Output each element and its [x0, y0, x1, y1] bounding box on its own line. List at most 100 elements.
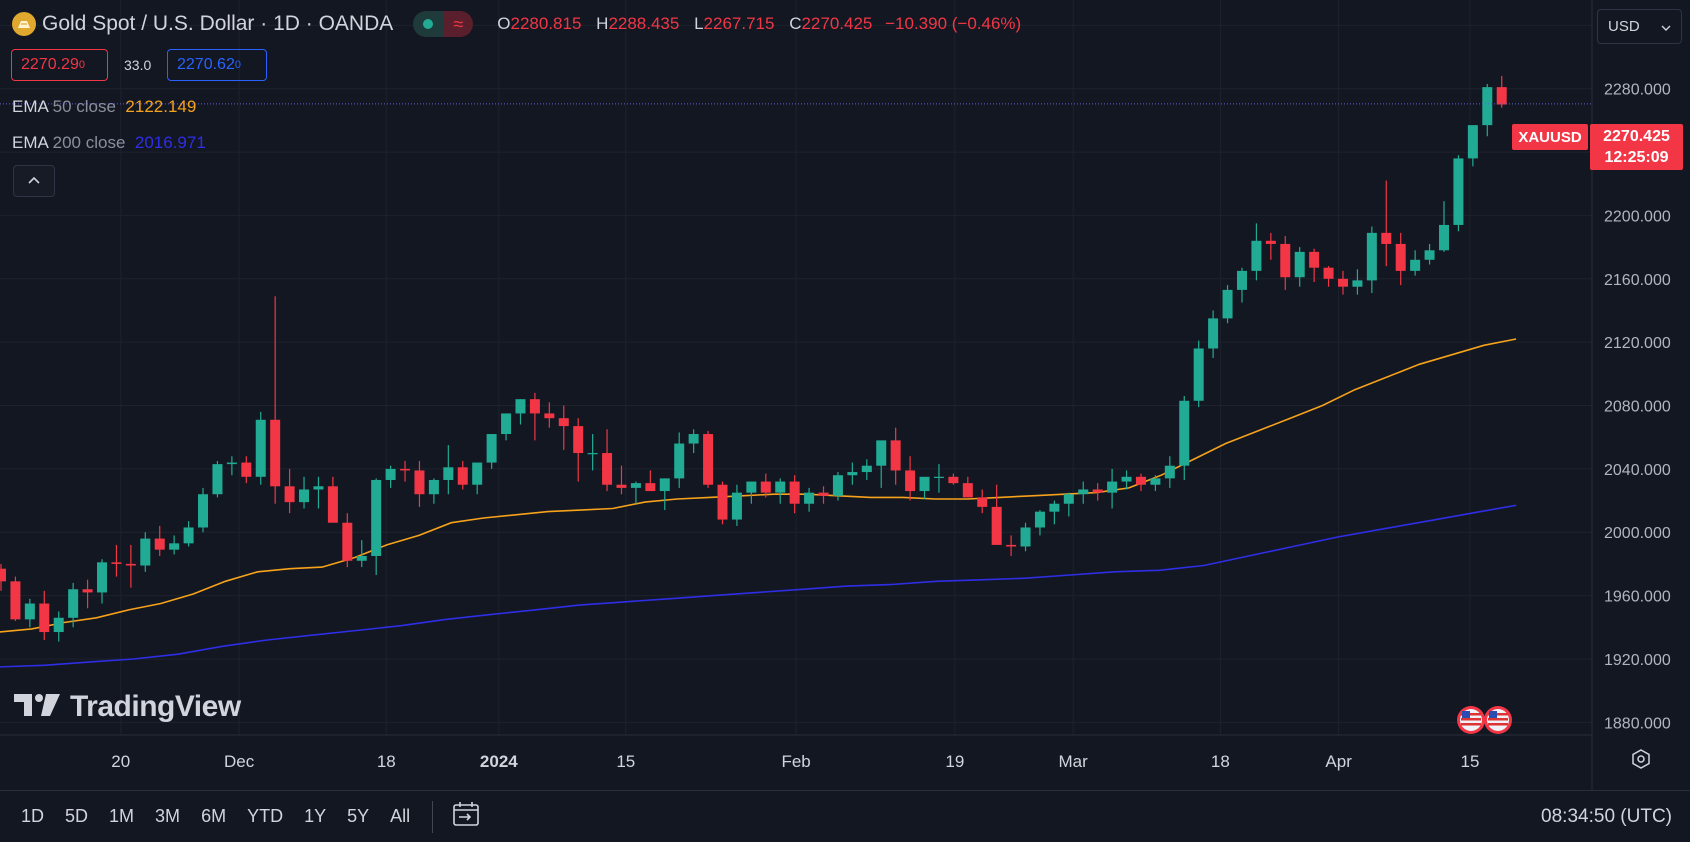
candle-up	[919, 476, 930, 499]
utc-clock[interactable]: 08:34:50 (UTC)	[1541, 805, 1672, 827]
timeframe-5d-button[interactable]: 5D	[65, 806, 89, 826]
timeframe-1m-button[interactable]: 1M	[109, 806, 135, 826]
price-chart[interactable]: 2320.0002280.0002240.0002200.0002160.000…	[0, 0, 1690, 790]
candle-body	[1337, 278, 1348, 287]
candle-body	[1107, 481, 1118, 493]
candle-body	[515, 399, 526, 414]
candle-up	[198, 487, 209, 533]
chevron-up-icon	[27, 172, 41, 190]
candle-body	[1395, 243, 1406, 271]
candle-up	[1034, 510, 1045, 536]
candle-body	[241, 462, 252, 477]
candle-body	[226, 462, 237, 465]
high-value: 2288.435	[608, 14, 680, 33]
candle-body	[804, 492, 815, 504]
candle-up	[356, 540, 367, 568]
ema-50-line	[0, 338, 1517, 633]
ema-50-legend[interactable]: EMA 50 close 2122.149	[12, 97, 197, 116]
candle-up	[1424, 243, 1435, 265]
candle-up	[1439, 201, 1449, 252]
candle-up	[847, 462, 858, 485]
candle-body	[414, 470, 425, 495]
candle-up	[630, 481, 641, 504]
candle-body	[746, 481, 757, 493]
candle-body	[342, 522, 353, 561]
price-tick-label: 2000.000	[1604, 525, 1671, 542]
symbol-title[interactable]: Gold Spot / U.S. Dollar · 1D · OANDA	[42, 12, 394, 35]
timeframe-3m-button[interactable]: 3M	[155, 806, 181, 826]
timeframe-1y-button[interactable]: 1Y	[304, 806, 327, 826]
currency-select[interactable]: USD	[1597, 9, 1682, 44]
us-flag-event-icon[interactable]	[1457, 706, 1485, 734]
candle-up	[1150, 475, 1161, 492]
candle-up	[501, 413, 512, 441]
market-status-pill[interactable]: ≈	[413, 11, 474, 37]
candle-body	[905, 470, 916, 492]
candle-up	[731, 484, 742, 526]
candle-body	[284, 486, 295, 503]
candle-down	[645, 470, 656, 492]
time-axis[interactable]: 20 Dec 18 2024 15 Feb 19 Mar 18 Apr 15	[0, 734, 1592, 771]
close-value: 2270.425	[801, 14, 873, 33]
candle-up	[97, 559, 108, 604]
price-axis[interactable]: 2320.0002280.0002240.0002200.0002160.000…	[1591, 0, 1671, 790]
buy-button[interactable]: 2270.62 0	[167, 49, 267, 81]
ema-200-line	[0, 504, 1517, 668]
candle-down	[544, 402, 555, 428]
candle-up	[1121, 470, 1132, 490]
timeframe-all-button[interactable]: All	[390, 806, 411, 826]
price-tick-label: 2080.000	[1604, 399, 1671, 416]
candle-down	[414, 460, 425, 507]
time-tick-label: 2024	[480, 752, 518, 771]
candle-down	[1265, 232, 1276, 260]
bottom-toolbar: 1D 5D 1M 3M 6M YTD 1Y 5Y All 08:34:50 (U…	[0, 790, 1690, 842]
candle-down	[890, 427, 901, 485]
candle-body	[183, 527, 194, 544]
ohlc-values: O2280.815 H2288.435 L2267.715 C2270.425 …	[497, 14, 1022, 33]
time-tick-label: Mar	[1059, 752, 1089, 771]
tradingview-logo-icon	[14, 692, 62, 723]
candle-body	[1366, 232, 1377, 281]
candle-up	[1352, 269, 1363, 295]
candle-body	[616, 484, 627, 488]
candle-body	[198, 494, 209, 528]
candle-body	[630, 483, 641, 488]
candle-down	[602, 429, 613, 492]
chart-settings-button[interactable]	[1628, 748, 1654, 774]
candle-body	[313, 486, 324, 490]
candle-up	[1107, 468, 1118, 509]
date-range-button[interactable]	[451, 800, 481, 833]
timeframe-6m-button[interactable]: 6M	[201, 806, 227, 826]
candle-body	[991, 506, 1002, 545]
time-tick-label: 20	[111, 752, 130, 771]
candle-up	[775, 478, 786, 504]
economic-events-icons[interactable]	[1457, 706, 1512, 734]
candle-up	[1366, 226, 1377, 294]
timeframe-5y-button[interactable]: 5Y	[347, 806, 370, 826]
us-flag-event-icon[interactable]	[1484, 706, 1512, 734]
candle-up	[1193, 340, 1204, 408]
goto-date-icon	[451, 802, 481, 832]
candle-body	[400, 468, 411, 471]
sell-button[interactable]: 2270.29 0	[11, 49, 108, 81]
candle-down	[270, 296, 281, 504]
timeframe-ytd-button[interactable]: YTD	[247, 806, 284, 826]
price-tick-label: 1880.000	[1604, 715, 1671, 732]
timeframe-1d-button[interactable]: 1D	[21, 806, 45, 826]
candle-up	[1179, 396, 1190, 480]
last-price-label: 2270.425 12:25:09	[1590, 124, 1683, 170]
collapse-legend-button[interactable]	[13, 165, 55, 197]
candle-down	[573, 418, 584, 482]
candle-body	[1309, 251, 1320, 268]
ema-200-legend[interactable]: EMA 200 close 2016.971	[12, 133, 206, 152]
candle-body	[428, 479, 439, 495]
candle-body	[775, 481, 786, 493]
candle-body	[818, 492, 829, 496]
candle-down	[1323, 266, 1334, 287]
candle-body	[1193, 348, 1204, 401]
price-tick-label: 2120.000	[1604, 335, 1671, 352]
candle-up	[24, 598, 35, 628]
candle-body	[140, 538, 151, 566]
candle-down	[558, 405, 569, 450]
candle-body	[1236, 270, 1247, 290]
